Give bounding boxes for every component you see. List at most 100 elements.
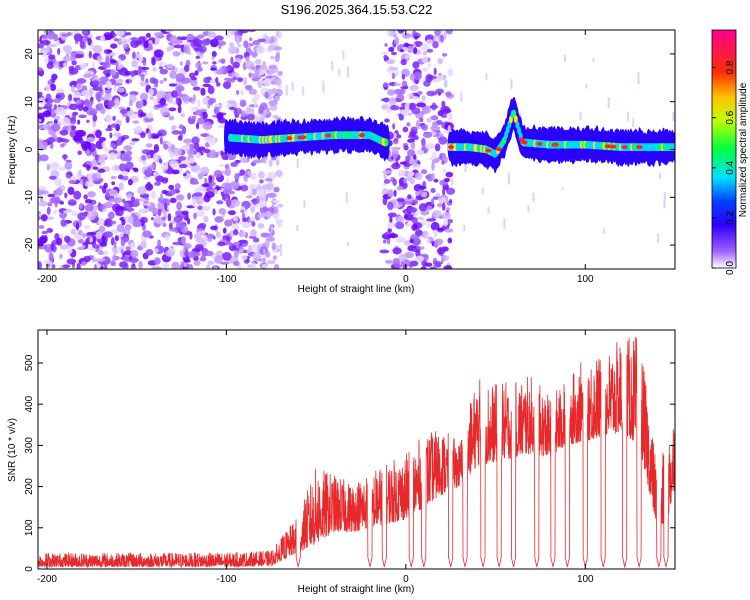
noise-blob [395, 236, 406, 243]
noise-blob [114, 97, 120, 106]
noise-blob [139, 66, 150, 71]
noise-blob [123, 145, 133, 151]
spectrogram-y-axis-label: Frequency (Hz) [7, 116, 18, 185]
noise-blob [441, 100, 446, 108]
noise-blob [128, 216, 134, 225]
noise-blob [153, 49, 164, 58]
noise-blob [395, 221, 405, 230]
noise-blob [433, 178, 439, 183]
noise-blob [168, 115, 175, 121]
noise-blob [247, 170, 252, 176]
noise-blob [59, 244, 69, 250]
noise-blob [53, 104, 58, 110]
noise-blob [430, 188, 436, 194]
noise-blob [46, 163, 51, 171]
noise-blob [105, 128, 113, 132]
colorbar-frame [711, 29, 737, 269]
noise-blob [394, 69, 400, 77]
noise-blob [382, 169, 392, 175]
noise-blob [158, 158, 163, 164]
noise-blob [129, 141, 136, 146]
noise-blob [162, 208, 166, 215]
noise-blob [58, 166, 66, 171]
noise-streak [285, 85, 288, 96]
noise-streak [244, 209, 247, 214]
noise-blob [266, 259, 276, 265]
noise-blob [110, 59, 117, 64]
noise-blob [125, 161, 134, 170]
noise-blob [42, 35, 48, 39]
noise-blob [103, 147, 110, 152]
noise-blob [164, 30, 175, 33]
noise-streak [346, 242, 349, 247]
noise-blob [54, 177, 62, 187]
noise-streak [503, 218, 506, 229]
noise-blob [402, 46, 408, 51]
noise-blob [121, 218, 126, 226]
noise-blob [426, 117, 432, 123]
noise-streak [322, 80, 325, 93]
noise-blob [180, 77, 191, 84]
noise-blob [393, 189, 397, 197]
noise-blob [82, 163, 88, 168]
noise-blob [403, 145, 409, 151]
noise-blob [202, 61, 209, 65]
ridge-peak [605, 144, 612, 149]
noise-blob [396, 134, 402, 139]
noise-blob [442, 188, 446, 196]
noise-blob [392, 123, 396, 130]
noise-blob [418, 203, 428, 212]
noise-blob [200, 166, 210, 175]
noise-blob [68, 68, 79, 75]
noise-blob [103, 201, 113, 209]
noise-blob [48, 61, 54, 65]
noise-blob [56, 237, 63, 246]
noise-blob [234, 173, 240, 181]
noise-blob [422, 218, 426, 227]
noise-blob [152, 67, 157, 72]
noise-blob [49, 161, 60, 171]
noise-blob [251, 51, 258, 59]
noise-blob [233, 250, 239, 258]
noise-blob [394, 88, 402, 95]
noise-blob [181, 235, 187, 245]
noise-blob [157, 61, 167, 67]
noise-blob [204, 177, 208, 184]
noise-blob [259, 200, 268, 208]
noise-blob [99, 80, 107, 86]
noise-blob [160, 192, 164, 202]
noise-blob [153, 32, 164, 37]
noise-blob [273, 206, 279, 214]
noise-blob [239, 30, 249, 34]
noise-streak [561, 187, 564, 191]
noise-blob [431, 92, 438, 96]
noise-blob [426, 205, 432, 211]
noise-streak [263, 248, 266, 258]
noise-blob [137, 36, 146, 45]
noise-blob [95, 104, 100, 111]
noise-blob [430, 125, 441, 131]
noise-blob [236, 36, 240, 46]
y-tick-label: 10 [24, 96, 35, 108]
noise-blob [159, 136, 163, 145]
ridge-peak [610, 144, 617, 149]
noise-blob [398, 169, 407, 176]
noise-blob [67, 199, 77, 206]
noise-blob [38, 91, 43, 97]
noise-blob [384, 259, 393, 264]
noise-blob [202, 111, 208, 120]
noise-blob [215, 250, 223, 258]
noise-blob [122, 175, 129, 181]
noise-blob [443, 265, 453, 269]
noise-blob [384, 231, 392, 236]
noise-blob [77, 212, 87, 221]
noise-blob [157, 239, 161, 249]
noise-blob [421, 95, 426, 102]
noise-blob [142, 60, 147, 66]
noise-blob [237, 43, 242, 48]
noise-blob [387, 212, 397, 218]
noise-blob [438, 136, 448, 145]
y-tick-label: 0 [24, 146, 35, 152]
noise-blob [388, 46, 395, 53]
noise-blob [407, 149, 416, 157]
